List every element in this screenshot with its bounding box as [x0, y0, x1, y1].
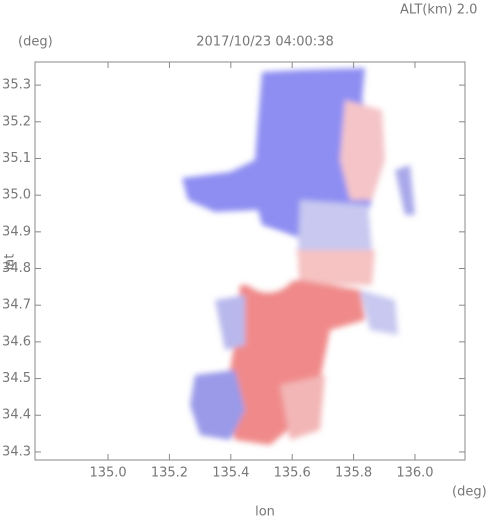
x-tick-label: 135.4: [212, 466, 249, 481]
x-tick-label: 136.0: [396, 466, 433, 481]
y-tick-label: 34.5: [2, 371, 31, 386]
y-tick-label: 34.9: [2, 224, 31, 239]
chart-title: 2017/10/23 04:00:38: [196, 35, 333, 50]
y-tick-label: 35.1: [2, 151, 31, 166]
x-tick-label: 135.2: [151, 466, 188, 481]
y-tick-label: 34.4: [2, 408, 31, 423]
y-tick-label: 34.6: [2, 334, 31, 349]
y-tick-label: 35.0: [2, 188, 31, 203]
annotation: ALT(km) 2.0: [400, 3, 477, 18]
x-tick-label: 135.0: [89, 466, 126, 481]
y-tick-label: 34.3: [2, 444, 31, 459]
y-tick-label: 35.3: [2, 78, 31, 93]
x-axis-label: lon: [255, 505, 275, 520]
y-tick-label: 34.7: [2, 298, 31, 313]
x-tick-label: 135.8: [335, 466, 372, 481]
y-unit: (deg): [18, 35, 53, 50]
y-tick-label: 35.2: [2, 114, 31, 129]
x-tick-label: 135.6: [274, 466, 311, 481]
plot-frame: [34, 61, 466, 461]
x-unit: (deg): [452, 485, 487, 500]
y-tick-label: 34.8: [2, 261, 31, 276]
y-axis-label: lat: [3, 254, 18, 271]
radar-field: [182, 68, 415, 445]
